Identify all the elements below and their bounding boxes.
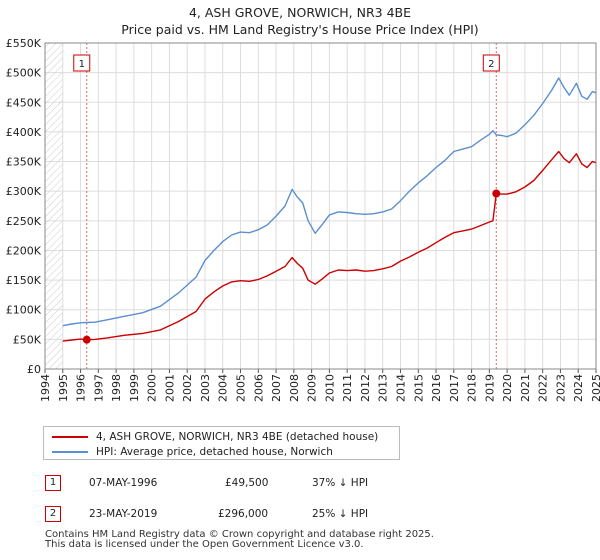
price-chart: 1 2 £0 £50K £100K £150K £200K £250K £300K £350K £… bbox=[6, 37, 600, 402]
x-tick-label: 2003 bbox=[199, 374, 212, 402]
sale-label-box-2 bbox=[482, 54, 500, 72]
x-tick-label: 2001 bbox=[163, 374, 176, 402]
legend-item-property: 4, ASH GROVE, NORWICH, NR3 4BE (detached… bbox=[52, 430, 378, 444]
x-tick-label: 2008 bbox=[288, 374, 301, 402]
x-tick-label: 2009 bbox=[306, 374, 319, 402]
y-tick-label: £450K bbox=[6, 96, 42, 109]
sale-label-2: 2 bbox=[488, 59, 494, 70]
x-tick-label: 2015 bbox=[412, 374, 425, 402]
footer: Contains HM Land Registry data © Crown c… bbox=[45, 530, 434, 550]
sale-price-1: £49,500 bbox=[225, 477, 269, 489]
x-tick-label: 1994 bbox=[39, 374, 52, 402]
x-tick-label: 2022 bbox=[537, 374, 550, 402]
y-tick-label: £300K bbox=[6, 185, 42, 198]
legend-label-property: 4, ASH GROVE, NORWICH, NR3 4BE (detached… bbox=[96, 431, 379, 443]
y-tick-label: £500K bbox=[6, 67, 42, 80]
x-tick-label: 2007 bbox=[270, 374, 283, 402]
y-tick-label: £400K bbox=[6, 126, 42, 139]
sale-label-1: 1 bbox=[79, 59, 85, 70]
y-tick-label: £0 bbox=[27, 363, 41, 376]
chart-title: 4, ASH GROVE, NORWICH, NR3 4BE bbox=[188, 5, 412, 20]
x-tick-label: 2012 bbox=[359, 374, 372, 402]
x-tick-label: 2010 bbox=[323, 374, 336, 402]
y-tick-label: £100K bbox=[6, 304, 42, 317]
sale-price-2: £296,000 bbox=[218, 508, 269, 520]
legend-item-hpi: HPI: Average price, detached house, Norw… bbox=[52, 445, 333, 459]
x-tick-label: 2011 bbox=[341, 374, 354, 402]
x-tick-label: 2019 bbox=[483, 374, 496, 402]
chart-subtitle: Price paid vs. HM Land Registry's House … bbox=[121, 22, 479, 37]
sale-label-box-1 bbox=[73, 54, 91, 72]
y-tick-label: £150K bbox=[6, 274, 42, 287]
x-tick-label: 2018 bbox=[466, 374, 479, 402]
sale-date-1: 07-MAY-1996 bbox=[89, 477, 158, 489]
footer-licence: This data is licensed under the Open Gov… bbox=[45, 539, 364, 550]
x-tick-label: 2014 bbox=[394, 374, 407, 402]
footer-copyright: Contains HM Land Registry data © Crown c… bbox=[45, 529, 434, 540]
x-tick-label: 1998 bbox=[110, 374, 123, 402]
x-tick-label: 2024 bbox=[572, 374, 585, 402]
x-tick-label: 2017 bbox=[448, 374, 461, 402]
x-tick-label: 2004 bbox=[217, 374, 230, 402]
x-tick-label: 2020 bbox=[501, 374, 514, 402]
series-line-property bbox=[62, 150, 597, 342]
legend-swatch-hpi bbox=[52, 451, 88, 453]
x-tick-label: 2023 bbox=[554, 374, 567, 402]
y-tick-label: £350K bbox=[6, 156, 42, 169]
y-tick-label: £200K bbox=[6, 244, 42, 257]
sale-badge-1: 1 bbox=[45, 475, 61, 491]
x-tick-label: 2021 bbox=[519, 374, 532, 402]
x-tick-label: 2013 bbox=[377, 374, 390, 402]
x-tick-label: 2005 bbox=[235, 374, 248, 402]
sale-hpi-2: 25% ↓ HPI bbox=[312, 508, 369, 520]
sale-hpi-1: 37% ↓ HPI bbox=[312, 477, 369, 489]
y-tick-label: £550K bbox=[6, 37, 42, 50]
sale-point-2 bbox=[492, 189, 501, 198]
x-tick-label: 1996 bbox=[75, 374, 88, 402]
legend-swatch-property bbox=[52, 436, 88, 438]
y-tick-label: £50K bbox=[13, 333, 42, 346]
plot-area bbox=[45, 43, 596, 369]
plot-border bbox=[44, 42, 597, 370]
x-tick-label: 2000 bbox=[146, 374, 159, 402]
sale-date-2: 23-MAY-2019 bbox=[89, 508, 158, 520]
x-tick-label: 2002 bbox=[181, 374, 194, 402]
x-tick-label: 2016 bbox=[430, 374, 443, 402]
x-tick-label: 1999 bbox=[128, 374, 141, 402]
x-tick-label: 2025 bbox=[590, 374, 600, 402]
sale-badge-2: 2 bbox=[45, 506, 61, 522]
sale-point-1 bbox=[82, 335, 91, 344]
hatch-left bbox=[45, 43, 63, 369]
x-tick-label: 2006 bbox=[252, 374, 265, 402]
x-tick-label: 1995 bbox=[57, 374, 70, 402]
x-tick-label: 1997 bbox=[92, 374, 105, 402]
series-line-hpi bbox=[62, 77, 597, 327]
legend: 4, ASH GROVE, NORWICH, NR3 4BE (detached… bbox=[43, 426, 400, 460]
y-tick-label: £250K bbox=[6, 215, 42, 228]
legend-label-hpi: HPI: Average price, detached house, Norw… bbox=[96, 446, 333, 458]
